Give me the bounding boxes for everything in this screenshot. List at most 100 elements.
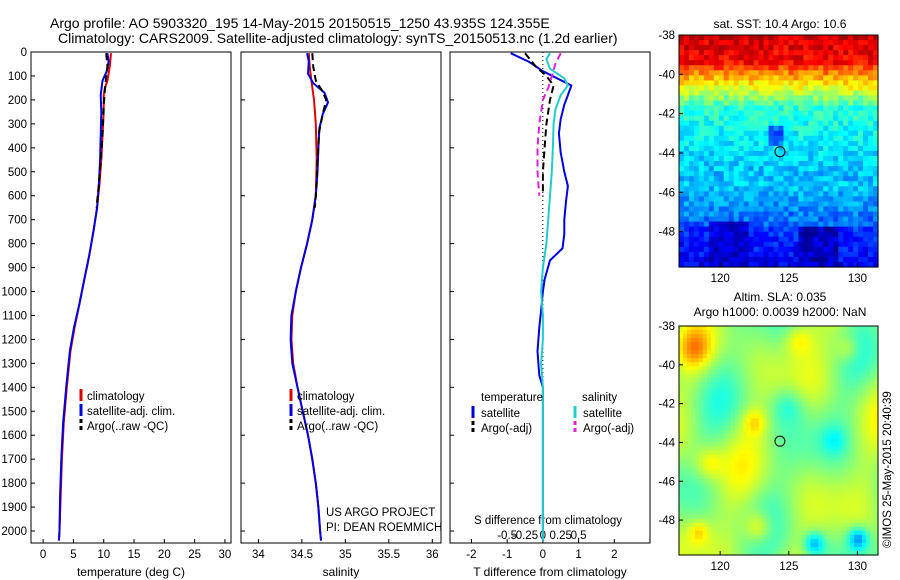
map-cell xyxy=(742,370,748,375)
map-cell xyxy=(858,510,863,516)
map-cell xyxy=(713,140,720,147)
map-cell xyxy=(750,338,756,343)
map-cell xyxy=(738,450,744,456)
map-cell xyxy=(770,530,776,536)
map-cell xyxy=(748,176,755,182)
map-cell xyxy=(733,135,740,142)
map-cell xyxy=(803,130,809,137)
map-cell xyxy=(758,75,765,81)
map-cell xyxy=(748,135,755,142)
map-cell xyxy=(733,161,740,167)
map-cell xyxy=(742,350,748,355)
map-cell xyxy=(786,502,792,508)
map-cell xyxy=(783,140,790,147)
map-cell xyxy=(850,514,855,520)
map-cell xyxy=(718,161,725,167)
map-cell xyxy=(708,120,715,127)
map-cell xyxy=(682,470,688,476)
map-y-tick-label: -44 xyxy=(658,437,675,449)
map-cell xyxy=(862,350,867,355)
map-cell xyxy=(818,45,824,51)
map-cell xyxy=(743,120,750,127)
map-cell xyxy=(726,338,732,343)
map-cell xyxy=(818,486,823,492)
map-cell xyxy=(718,526,724,532)
map-cell xyxy=(734,442,740,448)
map-cell xyxy=(698,410,704,415)
map-cell xyxy=(694,522,700,528)
map-cell xyxy=(794,482,799,488)
map-cell xyxy=(713,156,720,162)
map-cell xyxy=(848,201,854,208)
map-cell xyxy=(786,506,792,512)
map-cell xyxy=(802,518,807,524)
map-cell xyxy=(688,145,695,152)
map-cell xyxy=(698,458,704,464)
map-cell xyxy=(828,181,834,187)
map-cell xyxy=(862,338,867,343)
map-cell xyxy=(762,478,768,484)
map-cell xyxy=(730,390,736,395)
map-cell xyxy=(826,490,831,496)
map-cell xyxy=(786,406,792,411)
map-cell xyxy=(728,261,735,268)
map-cell xyxy=(806,502,811,508)
map-cell xyxy=(743,145,750,152)
map-cell xyxy=(793,181,799,187)
map-cell xyxy=(808,256,814,263)
argo-float-location-marker xyxy=(774,435,786,447)
map-cell xyxy=(690,534,696,540)
map-cell xyxy=(774,350,780,355)
map-cell xyxy=(798,406,803,411)
map-cell xyxy=(874,330,879,335)
map-cell xyxy=(753,206,760,213)
map-cell xyxy=(858,482,863,488)
map-cell xyxy=(863,236,869,243)
map-cell xyxy=(714,538,720,544)
map-cell xyxy=(702,498,708,504)
map-cell xyxy=(783,151,790,157)
map-cell xyxy=(758,354,764,359)
map-cell xyxy=(758,410,764,415)
map-cell xyxy=(830,490,835,496)
map-cell xyxy=(713,196,720,203)
map-cell xyxy=(746,426,752,432)
map-cell xyxy=(874,422,879,428)
map-cell xyxy=(714,430,720,436)
map-cell xyxy=(694,482,700,488)
map-cell xyxy=(826,402,831,407)
map-cell xyxy=(698,161,705,167)
map-cell xyxy=(788,45,795,51)
map-cell xyxy=(738,196,745,203)
map-cell xyxy=(810,470,815,476)
map-cell xyxy=(838,115,844,122)
map-cell xyxy=(693,251,700,258)
map-cell xyxy=(813,50,819,56)
map-cell xyxy=(718,156,725,162)
map-cell xyxy=(758,35,765,41)
map-cell xyxy=(693,241,700,248)
map-cell xyxy=(802,362,807,367)
map-cell xyxy=(768,186,775,192)
map-cell xyxy=(690,350,696,355)
map-cell xyxy=(743,231,750,238)
map-cell xyxy=(706,522,712,528)
map-cell xyxy=(770,402,776,407)
map-cell xyxy=(723,176,730,182)
map-cell xyxy=(763,231,770,238)
map-cell xyxy=(770,422,776,428)
map-cell xyxy=(698,442,704,448)
map-cell xyxy=(733,186,740,192)
map-cell xyxy=(702,442,708,448)
map-cell xyxy=(703,181,710,187)
map-cell xyxy=(762,538,768,544)
map-cell xyxy=(688,156,695,162)
map-cell xyxy=(873,115,879,122)
map-cell xyxy=(730,366,736,371)
map-cell xyxy=(762,422,768,428)
map-cell xyxy=(858,161,864,167)
map-cell xyxy=(718,171,725,177)
map-cell xyxy=(708,196,715,203)
map-cell xyxy=(763,140,770,147)
y-tick-label: 900 xyxy=(8,263,27,275)
